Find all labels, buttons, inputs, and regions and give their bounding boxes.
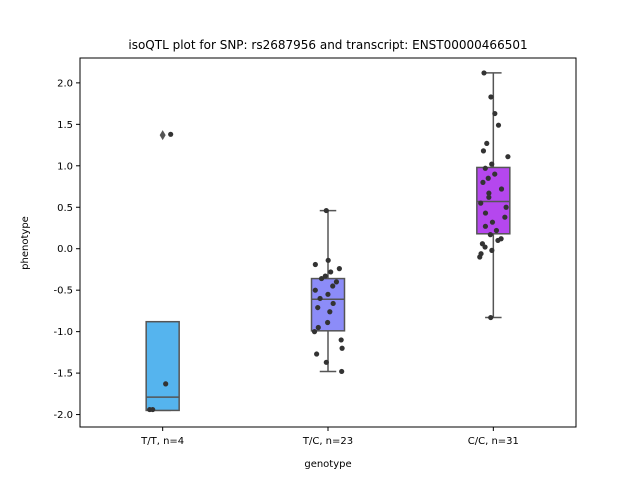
data-point: [480, 179, 486, 185]
x-tick-label: T/C, n=23: [302, 436, 353, 447]
y-tick-label: -0.5: [53, 286, 73, 297]
x-tick-label: C/C, n=31: [468, 436, 519, 447]
outlier-marker: [159, 130, 166, 141]
y-tick-label: 2.0: [57, 78, 73, 89]
data-point: [493, 227, 500, 234]
data-point: [311, 329, 318, 335]
y-tick-label: -1.0: [53, 327, 73, 338]
data-point: [503, 204, 509, 210]
data-point: [315, 304, 321, 311]
strip-points: [147, 131, 174, 413]
data-point: [314, 351, 320, 357]
data-point: [481, 70, 487, 76]
y-tick-label: 1.5: [57, 120, 73, 131]
data-point: [333, 279, 340, 285]
data-point: [492, 110, 498, 117]
box-group: [145, 130, 180, 412]
data-point: [486, 194, 492, 200]
x-tick-label: T/T, n=4: [140, 436, 184, 447]
data-point: [338, 337, 344, 343]
data-point: [168, 131, 174, 137]
data-point: [482, 165, 488, 171]
strip-points: [477, 70, 511, 321]
data-point: [315, 324, 321, 331]
y-tick-label: -1.5: [53, 369, 73, 380]
data-point: [325, 257, 331, 263]
data-point: [492, 171, 498, 177]
data-point: [488, 94, 494, 100]
data-point: [488, 314, 494, 321]
data-point: [482, 210, 489, 216]
data-point: [478, 200, 484, 206]
x-axis: T/T, n=4 T/C, n=23 C/C, n=31: [140, 427, 519, 447]
plot-area: [145, 70, 511, 413]
y-tick-label: 0.5: [57, 203, 73, 214]
strip-points: [311, 207, 345, 375]
data-point: [336, 266, 342, 272]
x-axis-title: genotype: [304, 459, 351, 470]
y-axis: -2.0 -1.5 -1.0 -0.5 0.0 0.5 1.0 1.5 2.0: [53, 78, 80, 421]
data-point: [502, 214, 508, 220]
data-point: [323, 359, 329, 365]
box-rect: [145, 320, 180, 412]
data-point: [325, 319, 331, 326]
data-point: [312, 287, 318, 293]
data-point: [339, 345, 345, 351]
data-point: [487, 232, 493, 238]
data-point: [325, 291, 331, 297]
data-point: [323, 207, 329, 214]
data-point: [322, 273, 328, 279]
data-point: [339, 368, 345, 375]
data-point: [330, 300, 336, 307]
data-point: [328, 269, 334, 275]
data-point: [482, 223, 489, 229]
data-point: [495, 237, 501, 244]
data-point: [489, 161, 495, 167]
data-point: [317, 295, 323, 302]
data-point: [150, 406, 156, 413]
data-point: [486, 190, 492, 196]
data-point: [318, 275, 325, 282]
y-tick-label: 1.0: [57, 161, 73, 172]
data-point: [312, 261, 318, 268]
data-point: [495, 122, 502, 128]
data-point: [327, 309, 333, 315]
data-point: [330, 283, 336, 289]
data-point: [480, 148, 487, 154]
data-point: [163, 381, 169, 387]
chart-title: isoQTL plot for SNP: rs2687956 and trans…: [128, 38, 527, 52]
data-point: [489, 219, 496, 225]
y-tick-label: 0.0: [57, 244, 73, 255]
data-point: [482, 244, 488, 250]
y-axis-title: phenotype: [20, 216, 31, 270]
data-point: [484, 140, 490, 147]
data-point: [498, 186, 505, 192]
data-point: [477, 254, 483, 260]
data-point: [485, 175, 491, 181]
data-point: [489, 247, 495, 253]
y-tick-label: -2.0: [53, 410, 73, 421]
data-point: [505, 154, 511, 160]
